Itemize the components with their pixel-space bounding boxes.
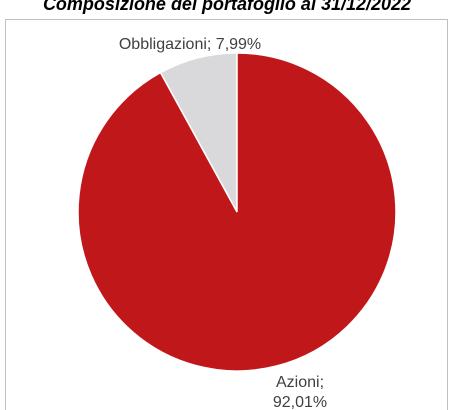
slice-label-obbligazioni: Obbligazioni; 7,99% (119, 36, 261, 53)
chart-title: Composizione del portafoglio al 31/12/20… (42, 0, 412, 14)
pie-slice-azioni (77, 52, 397, 372)
pie-slices (77, 52, 397, 372)
slice-label-azioni-value: 92,01% (273, 394, 327, 410)
slice-label-azioni-name: Azioni; (276, 374, 324, 391)
